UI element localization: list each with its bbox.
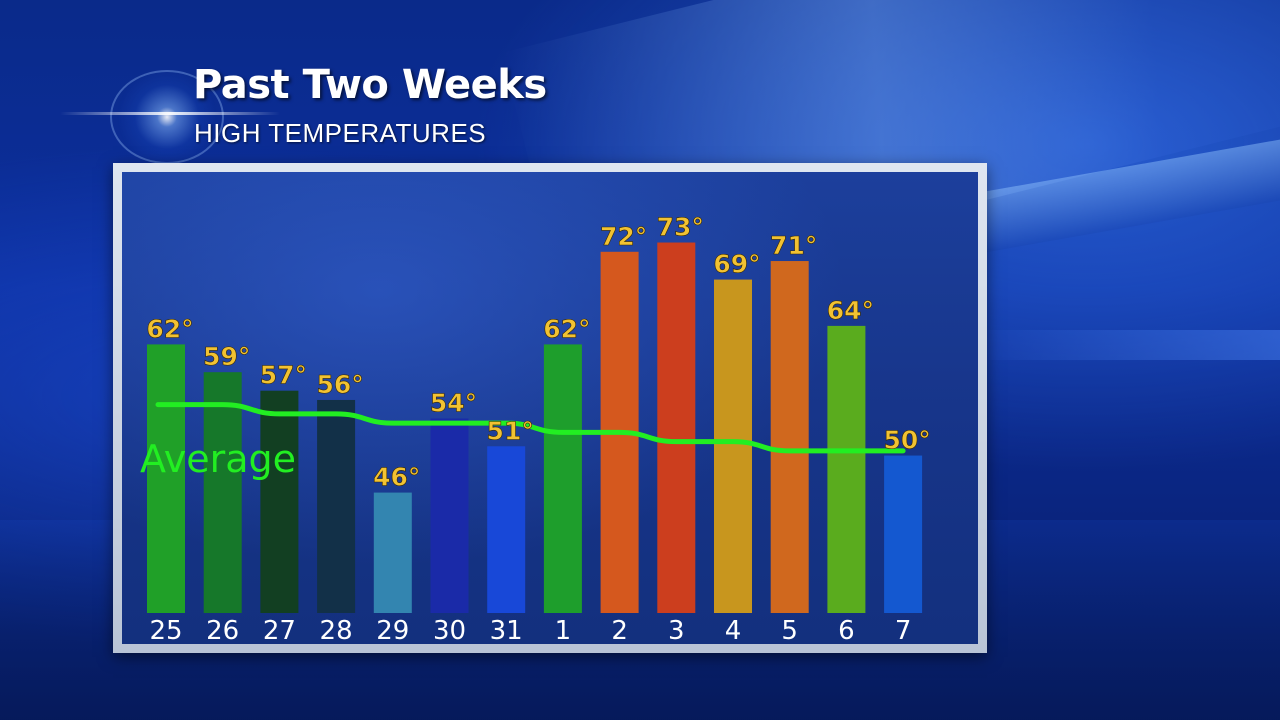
average-legend-label: Average <box>140 437 296 481</box>
background-streak <box>960 330 1280 360</box>
value-label: 71° <box>770 231 817 260</box>
bar <box>373 492 412 613</box>
lens-flare-line <box>60 112 280 115</box>
page-title: Past Two Weeks <box>193 62 547 108</box>
bar <box>543 344 582 613</box>
x-tick-label: 1 <box>555 616 572 644</box>
x-tick-label: 5 <box>781 616 798 644</box>
value-label: 72° <box>600 222 647 251</box>
page-subtitle: HIGH TEMPERATURES <box>194 118 487 148</box>
x-tick-label: 28 <box>320 616 353 644</box>
lens-flare <box>110 70 224 164</box>
value-label: 62° <box>543 314 590 343</box>
bar <box>714 279 752 613</box>
x-tick-label: 7 <box>895 616 912 644</box>
chart-panel: Average 62° 59° 57° 56° 46° 54° 51° 62° 72° 73° 69°… <box>122 172 978 644</box>
bar-chart: Average 62° 59° 57° 56° 46° 54° 51° 62° 72° 73° 69°… <box>140 212 931 644</box>
bar <box>884 455 923 613</box>
x-tick-label: 29 <box>376 616 409 644</box>
x-tick-label: 4 <box>725 616 742 644</box>
x-tick-label: 6 <box>838 616 855 644</box>
value-label: 54° <box>430 389 477 418</box>
bar <box>827 325 866 613</box>
value-label: 73° <box>657 213 704 242</box>
x-tick-label: 30 <box>433 616 466 644</box>
x-tick-label: 3 <box>668 616 685 644</box>
bar <box>147 344 185 613</box>
value-label: 69° <box>713 250 760 279</box>
value-label: 59° <box>203 342 250 371</box>
bar <box>487 446 526 613</box>
bar <box>203 372 242 613</box>
value-label: 64° <box>827 296 874 325</box>
value-label: 51° <box>487 416 534 445</box>
bar <box>657 242 696 613</box>
value-label: 62° <box>146 314 193 343</box>
bar <box>430 418 469 613</box>
x-tick-label: 25 <box>149 616 182 644</box>
x-tick-label: 26 <box>206 616 239 644</box>
bar <box>317 399 356 613</box>
x-tick-label: 27 <box>263 616 296 644</box>
value-label: 50° <box>883 426 930 455</box>
value-label: 56° <box>316 370 363 399</box>
average-line <box>155 402 906 454</box>
value-label: 57° <box>260 361 307 390</box>
bar <box>260 390 299 613</box>
value-label: 46° <box>373 463 420 492</box>
bar <box>770 261 809 613</box>
x-tick-label: 31 <box>490 616 523 644</box>
x-tick-label: 2 <box>611 616 628 644</box>
